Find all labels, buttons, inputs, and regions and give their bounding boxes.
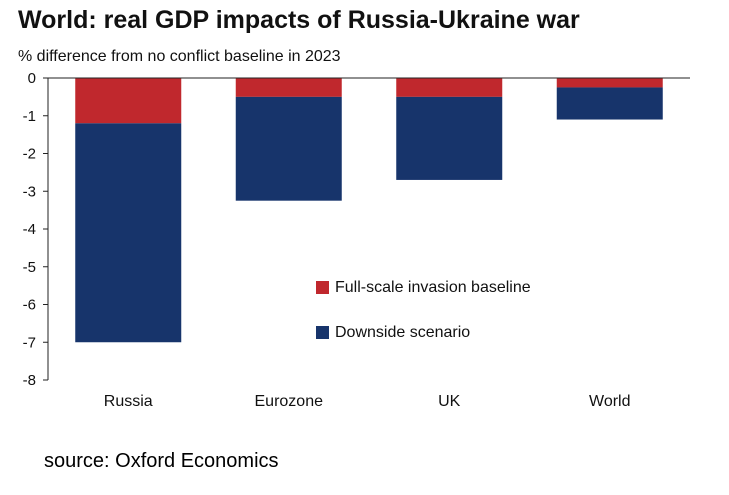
y-tick-label: -5 <box>23 259 36 276</box>
legend-label: Downside scenario <box>335 324 470 341</box>
legend-swatch <box>316 326 329 339</box>
y-tick-label: -4 <box>23 221 36 238</box>
bar-eurozone-downside <box>235 96 342 201</box>
bar-russia-baseline <box>75 78 182 124</box>
y-tick-label: -2 <box>23 146 36 163</box>
y-tick-label: -7 <box>23 334 36 351</box>
y-tick-label: -8 <box>23 372 36 389</box>
bar-uk-downside <box>396 96 503 180</box>
bar-uk-baseline <box>396 78 503 97</box>
y-tick-label: -3 <box>23 183 36 200</box>
x-tick-label: UK <box>438 393 461 410</box>
chart-subtitle: % difference from no conflict baseline i… <box>18 48 341 65</box>
y-tick-label: 0 <box>28 70 36 87</box>
y-tick-label: -1 <box>23 108 36 125</box>
chart-title: World: real GDP impacts of Russia-Ukrain… <box>18 6 580 34</box>
source-note: source: Oxford Economics <box>44 450 279 472</box>
bar-russia-downside <box>75 123 182 343</box>
x-tick-label: Eurozone <box>255 393 324 410</box>
bar-world-baseline <box>556 78 663 88</box>
bar-world-downside <box>556 87 663 120</box>
legend-swatch <box>316 281 329 294</box>
x-tick-label: World <box>589 393 631 410</box>
bar-chart: 0 -1 -2 -3 -4 -5 -6 -7 -8 Russia Eurozone UK World Fu… <box>23 70 690 410</box>
legend-label: Full-scale invasion baseline <box>335 279 531 296</box>
x-tick-label: Russia <box>104 393 153 410</box>
y-tick-label: -6 <box>23 297 36 314</box>
bar-eurozone-baseline <box>235 78 342 97</box>
